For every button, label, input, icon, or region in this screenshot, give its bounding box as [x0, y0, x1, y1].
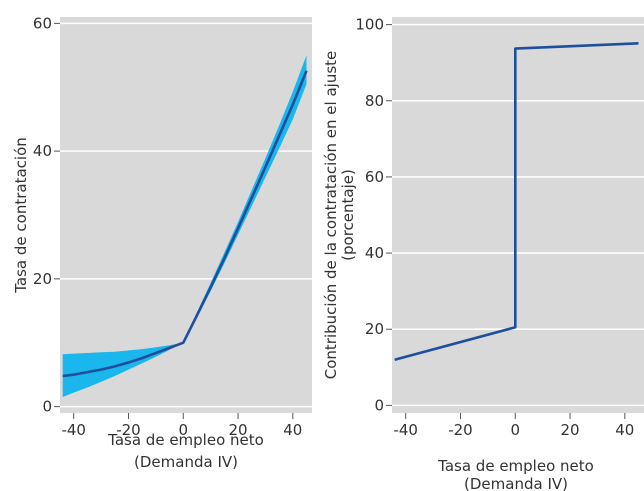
chart-panel-hiring-rate: 0 20 40 60 -40 -20 0 20 40 Tasa de empleo neto (De… [12, 14, 312, 471]
left-xtick-label: 20 [228, 421, 247, 439]
left-ytick-label: 0 [42, 398, 52, 416]
left-x-axis-title-line: Tasa de empleo neto [107, 431, 264, 449]
left-ytick-label: 20 [33, 270, 52, 288]
right-ytick-label: 0 [374, 396, 384, 414]
left-ytick-label: 40 [33, 142, 52, 160]
right-y-axis-title: Contribución de la contratación en el aj… [322, 51, 357, 379]
right-xtick-label: -40 [393, 421, 418, 439]
right-series-line [394, 42, 639, 361]
right-ytick-label: 100 [355, 16, 384, 34]
chart-panel-hiring-contribution: 0 20 40 60 80 100 -40 -20 0 20 40 Tasa de empleo ne… [322, 16, 644, 491]
right-ytick-label: 80 [365, 92, 384, 110]
left-x-axis-title-line: (Demanda IV) [134, 453, 238, 471]
right-xtick-label: 40 [615, 421, 634, 439]
right-ytick-label: 40 [365, 244, 384, 262]
right-ytick-label: 60 [365, 168, 384, 186]
right-plot-background [392, 17, 644, 413]
left-xtick-label: 40 [283, 421, 302, 439]
left-series-line [62, 70, 308, 378]
left-xtick-label: 0 [178, 421, 188, 439]
right-xtick-label: 20 [560, 421, 579, 439]
right-ytick-label: 20 [365, 320, 384, 338]
right-xtick-label: -20 [448, 421, 473, 439]
left-xtick-label: -40 [61, 421, 86, 439]
left-confidence-band [62, 55, 307, 398]
right-x-axis-title-line: Tasa de empleo neto [437, 457, 594, 475]
left-y-axis-title: Tasa de contratación [12, 137, 30, 294]
right-y-axis-title-line: Contribución de la contratación en el aj… [322, 51, 340, 379]
left-xtick-label: -20 [116, 421, 141, 439]
right-xtick-label: 0 [510, 421, 520, 439]
right-x-axis-title-line: (Demanda IV) [464, 475, 568, 491]
left-plot-background [60, 17, 312, 413]
right-y-axis-title-line: (porcentaje) [339, 169, 357, 261]
left-ytick-label: 60 [33, 14, 52, 32]
